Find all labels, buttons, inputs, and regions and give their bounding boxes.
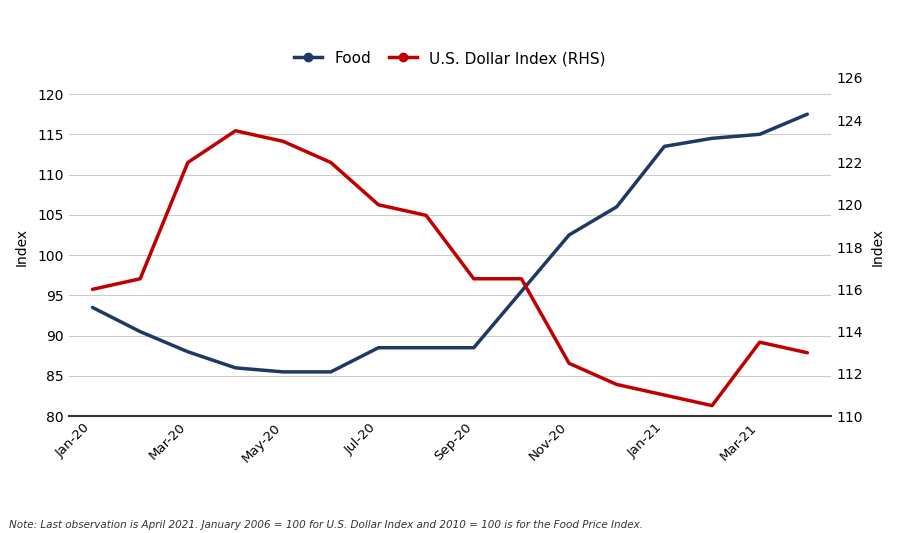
- U.S. Dollar Index (RHS): [326, 159, 337, 166]
- Food: [706, 135, 717, 142]
- U.S. Dollar Index (RHS): [802, 350, 813, 356]
- Legend: Food, U.S. Dollar Index (RHS): Food, U.S. Dollar Index (RHS): [288, 45, 612, 72]
- U.S. Dollar Index (RHS): [183, 159, 194, 166]
- Line: Food: Food: [93, 114, 807, 372]
- Food: [135, 328, 146, 335]
- U.S. Dollar Index (RHS): [374, 201, 384, 208]
- Food: [611, 204, 622, 210]
- U.S. Dollar Index (RHS): [659, 392, 670, 398]
- U.S. Dollar Index (RHS): [611, 381, 622, 387]
- Food: [563, 232, 574, 238]
- U.S. Dollar Index (RHS): [516, 276, 526, 282]
- Food: [468, 344, 479, 351]
- Food: [420, 344, 431, 351]
- Food: [374, 344, 384, 351]
- U.S. Dollar Index (RHS): [706, 402, 717, 409]
- Food: [230, 365, 241, 371]
- Text: Note: Last observation is April 2021. January 2006 = 100 for U.S. Dollar Index a: Note: Last observation is April 2021. Ja…: [9, 520, 643, 530]
- Y-axis label: Index: Index: [871, 228, 885, 266]
- U.S. Dollar Index (RHS): [468, 276, 479, 282]
- Food: [183, 349, 194, 355]
- U.S. Dollar Index (RHS): [135, 276, 146, 282]
- U.S. Dollar Index (RHS): [278, 138, 289, 144]
- Food: [754, 131, 765, 138]
- U.S. Dollar Index (RHS): [87, 286, 98, 293]
- Y-axis label: Index: Index: [15, 228, 29, 266]
- Food: [659, 143, 670, 150]
- Food: [326, 369, 337, 375]
- U.S. Dollar Index (RHS): [754, 339, 765, 345]
- U.S. Dollar Index (RHS): [230, 127, 241, 134]
- Food: [278, 369, 289, 375]
- U.S. Dollar Index (RHS): [420, 212, 431, 219]
- Food: [802, 111, 813, 117]
- Line: U.S. Dollar Index (RHS): U.S. Dollar Index (RHS): [93, 131, 807, 406]
- Food: [87, 304, 98, 311]
- Food: [516, 288, 526, 295]
- U.S. Dollar Index (RHS): [563, 360, 574, 367]
